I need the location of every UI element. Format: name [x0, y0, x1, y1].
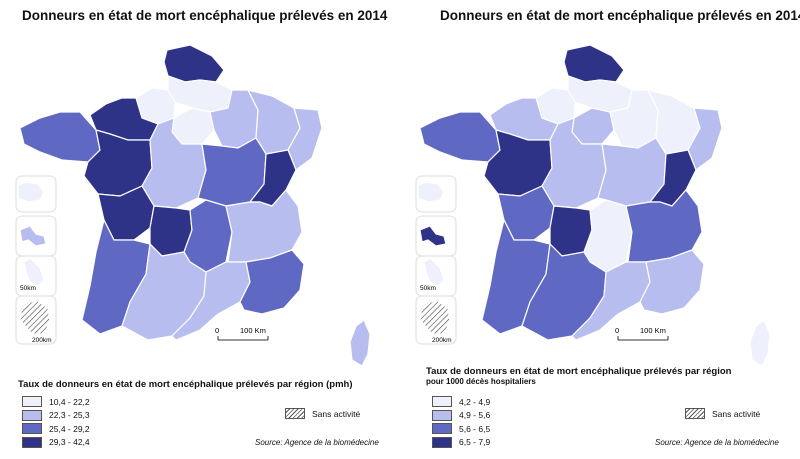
france-map: 50km 200km 0 100 Km [415, 44, 771, 367]
legend-swatch [22, 436, 42, 448]
legend: 10,4 - 22,2 22,3 - 25,3 25,4 - 29,2 29,3… [22, 395, 90, 449]
region-paca [239, 249, 305, 315]
dom-inset-frame [415, 295, 457, 345]
hatch-swatch [685, 408, 705, 419]
legend-label: 6,5 - 7,9 [459, 437, 491, 448]
legend-label: 29,3 - 42,4 [49, 437, 90, 448]
legend-item: 4,2 - 4,9 [432, 395, 490, 409]
legend-label: 22,3 - 25,3 [49, 410, 90, 421]
dom-inset-frame [15, 295, 57, 345]
legend-swatch [432, 409, 452, 421]
legend-swatch [22, 423, 42, 435]
source-note: Source: Agence de la biomédecine [255, 438, 379, 447]
legend-title: Taux de donneurs en état de mort encépha… [426, 366, 732, 377]
legend-subtitle: pour 1000 décès hospitaliers [426, 377, 536, 386]
region-martinique [423, 257, 445, 287]
region-auvergne [183, 199, 233, 273]
region-corse [349, 319, 371, 367]
region-languedoc [571, 261, 651, 341]
legend-item: 29,3 - 42,4 [22, 436, 90, 450]
region-nord [163, 44, 225, 83]
source-note: Source: Agence de la biomédecine [655, 438, 779, 447]
region-bretagne [419, 111, 501, 163]
legend-item: 6,5 - 7,9 [432, 436, 490, 450]
region-reunion [17, 181, 45, 203]
region-languedoc [171, 261, 251, 341]
dom-inset-frame [415, 175, 457, 213]
scale-200-label: 200km [32, 337, 52, 344]
legend-swatch [22, 396, 42, 408]
region-alsace [287, 107, 323, 171]
legend-swatch [432, 396, 452, 408]
region-idf [571, 107, 615, 145]
sans-activite-legend: Sans activité [285, 408, 360, 419]
legend-swatch [22, 409, 42, 421]
legend-label: 25,4 - 29,2 [49, 423, 90, 434]
france-map: 50km 200km 0 100 Km [15, 44, 371, 367]
scale-bar: 0 100 Km [215, 326, 269, 341]
region-auvergne [583, 199, 633, 273]
scale-bar: 0 100 Km [615, 326, 669, 341]
map-panel-left: Donneurs en état de mort encéphalique pr… [15, 8, 388, 449]
region-picardie [167, 75, 233, 113]
legend-title: Taux de donneurs en état de mort encépha… [18, 379, 353, 390]
legend-swatch [432, 436, 452, 448]
sans-activite-legend: Sans activité [685, 408, 760, 419]
scale-50-label: 50km [20, 285, 36, 292]
legend-item: 25,4 - 29,2 [22, 422, 90, 436]
legend-item: 22,3 - 25,3 [22, 409, 90, 423]
region-martinique [23, 257, 45, 287]
region-picardie [567, 75, 633, 113]
hatch-swatch [285, 408, 305, 419]
scale-200-label: 200km [432, 337, 452, 344]
scale-zero: 0 [215, 326, 219, 335]
region-guyane [19, 299, 51, 335]
legend-label: 5,6 - 6,5 [459, 423, 491, 434]
legend-item: 4,9 - 5,6 [432, 409, 490, 423]
region-bretagne [19, 111, 101, 163]
region-nord [563, 44, 625, 83]
region-alsace [687, 107, 723, 171]
scale-label: 100 Km [640, 326, 666, 335]
map-panel-right: Donneurs en état de mort encéphalique pr… [400, 0, 800, 459]
legend-swatch [432, 423, 452, 435]
scale-50-label: 50km [420, 285, 436, 292]
region-guadeloupe [419, 225, 447, 247]
scale-zero: 0 [615, 326, 619, 335]
region-guyane [419, 299, 451, 335]
legend-item: 10,4 - 22,2 [22, 395, 90, 409]
region-corse [749, 319, 771, 367]
region-idf [171, 107, 215, 145]
dom-inset-frame [15, 175, 57, 213]
legend-item: 5,6 - 6,5 [432, 422, 490, 436]
region-reunion [417, 181, 445, 203]
region-guadeloupe [19, 225, 47, 247]
legend-label: 4,9 - 5,6 [459, 410, 491, 421]
region-paca [639, 249, 705, 315]
legend-label: 4,2 - 4,9 [459, 396, 491, 407]
legend-label: 10,4 - 22,2 [49, 396, 90, 407]
map-title: Donneurs en état de mort encéphalique pr… [440, 8, 800, 23]
map-title: Donneurs en état de mort encéphalique pr… [22, 8, 388, 23]
scale-label: 100 Km [240, 326, 266, 335]
legend: 4,2 - 4,9 4,9 - 5,6 5,6 - 6,5 6,5 - 7,9 [432, 395, 490, 449]
